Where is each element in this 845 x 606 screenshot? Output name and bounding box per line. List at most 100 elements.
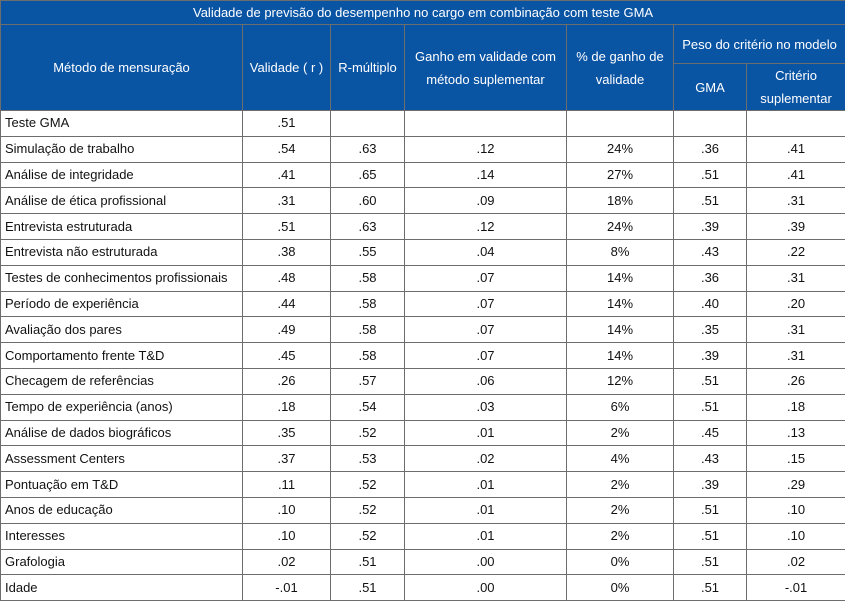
table-row: Testes de conhecimentos profissionais .48… [0, 264, 845, 292]
table-row: Pontuação em T&D .11.52.01 2% .39.29 [0, 471, 845, 498]
cell-method: Teste GMA [0, 110, 243, 137]
cell-r-multiple: .52 [330, 522, 405, 550]
cell-r-multiple: .51 [330, 548, 405, 576]
table-row: Checagem de referências .26.57.06 12% .51.2… [0, 367, 845, 395]
cell-r-multiple: .55 [330, 238, 405, 266]
cell-method: Análise de ética profissional [0, 187, 243, 215]
cell-supp: .31 [745, 316, 845, 344]
cell-r-multiple: .58 [330, 342, 405, 369]
cell-gain: .01 [404, 419, 567, 447]
cell-supp: .41 [745, 135, 845, 163]
table-row: Teste GMA .51 [0, 110, 845, 137]
table-row: Assessment Centers .37.53.02 4% .43.15 [0, 445, 845, 473]
cell-supp: .31 [745, 342, 845, 369]
cell-gma: .51 [673, 393, 747, 421]
cell-r-multiple: .57 [330, 367, 405, 395]
cell-r-multiple: .52 [330, 496, 405, 524]
cell-method: Entrevista estruturada [0, 213, 243, 240]
table-row: Simulação de trabalho .54.63.12 24% .36.41 [0, 135, 845, 163]
cell-r-multiple: .53 [330, 445, 405, 473]
cell-supp: .15 [745, 445, 845, 473]
cell-gma: .51 [673, 548, 747, 576]
cell-gma: .51 [673, 187, 747, 215]
cell-validity: .35 [242, 419, 331, 447]
cell-supp: -.01 [745, 574, 845, 602]
cell-gain: .09 [404, 187, 567, 215]
cell-validity: .51 [242, 110, 331, 137]
cell-validity: .18 [242, 393, 331, 421]
cell-validity: .26 [242, 367, 331, 395]
cell-validity: .45 [242, 342, 331, 369]
cell-r-multiple: .63 [330, 135, 405, 163]
cell-r-multiple: .54 [330, 393, 405, 421]
cell-gain-pct: 0% [566, 548, 674, 576]
cell-method: Anos de educação [0, 496, 243, 524]
cell-gain: .01 [404, 522, 567, 550]
cell-method: Testes de conhecimentos profissionais [0, 264, 243, 292]
cell-gain: .01 [404, 496, 567, 524]
cell-supp: .20 [745, 290, 845, 318]
table-row: Comportamento frente T&D .45.58.07 14% .39.… [0, 342, 845, 369]
table-row: Anos de educação .10.52.01 2% .51.10 [0, 496, 845, 524]
cell-gain: .02 [404, 445, 567, 473]
cell-supp: .41 [745, 161, 845, 189]
cell-r-multiple: .58 [330, 290, 405, 318]
cell-validity: .31 [242, 187, 331, 215]
cell-gma: .36 [673, 135, 747, 163]
cell-gain: .04 [404, 238, 567, 266]
cell-gain: .07 [404, 290, 567, 318]
cell-supp: .22 [745, 238, 845, 266]
cell-validity: .49 [242, 316, 331, 344]
cell-gain-pct: 8% [566, 238, 674, 266]
cell-r-multiple [330, 110, 405, 137]
cell-validity: .48 [242, 264, 331, 292]
cell-r-multiple: .65 [330, 161, 405, 189]
cell-supp: .13 [745, 419, 845, 447]
cell-r-multiple: .51 [330, 574, 405, 602]
cell-gain-pct: 14% [566, 264, 674, 292]
cell-method: Tempo de experiência (anos) [0, 393, 243, 421]
table-row: Análise de ética profissional .31.60.09 18… [0, 187, 845, 215]
cell-gma: .51 [673, 367, 747, 395]
cell-method: Simulação de trabalho [0, 135, 243, 163]
cell-gain: .07 [404, 316, 567, 344]
cell-supp: .31 [745, 187, 845, 215]
cell-validity: .41 [242, 161, 331, 189]
header-gain: Ganho em validade com método suplementar [404, 24, 567, 111]
cell-validity: .44 [242, 290, 331, 318]
cell-gain: .07 [404, 342, 567, 369]
cell-supp [745, 110, 845, 137]
cell-gain: .12 [404, 135, 567, 163]
header-supp: Critério suplementar [745, 63, 845, 111]
cell-supp: .02 [745, 548, 845, 576]
cell-method: Comportamento frente T&D [0, 342, 243, 369]
cell-gain: .00 [404, 548, 567, 576]
cell-gain-pct: 14% [566, 290, 674, 318]
cell-gain: .12 [404, 213, 567, 240]
table-title: Validade de previsão do desempenho no ca… [0, 0, 845, 25]
cell-gain: .14 [404, 161, 567, 189]
cell-r-multiple: .60 [330, 187, 405, 215]
cell-gain-pct: 18% [566, 187, 674, 215]
cell-gain-pct: 24% [566, 213, 674, 240]
cell-supp: .10 [745, 522, 845, 550]
cell-gain-pct: 14% [566, 342, 674, 369]
cell-gma [673, 110, 747, 137]
cell-supp: .39 [745, 213, 845, 240]
cell-method: Grafologia [0, 548, 243, 576]
cell-method: Checagem de referências [0, 367, 243, 395]
cell-method: Interesses [0, 522, 243, 550]
table-row: Análise de dados biográficos .35.52.01 2%.… [0, 419, 845, 447]
cell-gma: .45 [673, 419, 747, 447]
cell-gain-pct [566, 110, 674, 137]
cell-gain-pct: 2% [566, 419, 674, 447]
cell-gma: .51 [673, 522, 747, 550]
table-row: Período de experiência .44.58.07 14% .40.20 [0, 290, 845, 318]
cell-supp: .10 [745, 496, 845, 524]
cell-validity: .10 [242, 496, 331, 524]
table-row: Avaliação dos pares .49.58.07 14% .35.31 [0, 316, 845, 344]
cell-gma: .43 [673, 445, 747, 473]
cell-gma: .39 [673, 342, 747, 369]
cell-gain: .03 [404, 393, 567, 421]
